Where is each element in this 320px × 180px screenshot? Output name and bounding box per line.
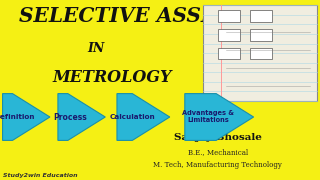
FancyBboxPatch shape (250, 10, 272, 22)
FancyBboxPatch shape (250, 48, 272, 59)
Polygon shape (58, 94, 105, 140)
FancyBboxPatch shape (203, 5, 317, 101)
FancyBboxPatch shape (218, 10, 240, 22)
Text: Definition: Definition (0, 114, 35, 120)
Text: Calculation: Calculation (109, 114, 155, 120)
Text: Study2win Education: Study2win Education (3, 173, 78, 178)
Text: Sanjay Bhosale: Sanjay Bhosale (174, 133, 261, 142)
Text: Process: Process (53, 112, 87, 122)
Text: IN: IN (87, 42, 105, 55)
FancyBboxPatch shape (218, 29, 240, 40)
Text: METROLOGY: METROLOGY (52, 69, 172, 86)
Polygon shape (185, 94, 254, 140)
Polygon shape (117, 94, 170, 140)
Text: B.E., Mechanical: B.E., Mechanical (188, 148, 248, 156)
FancyBboxPatch shape (250, 29, 272, 40)
FancyBboxPatch shape (218, 48, 240, 59)
Text: Advantages &
Limitations: Advantages & Limitations (182, 111, 234, 123)
Polygon shape (3, 94, 50, 140)
Text: M. Tech, Manufacturing Technology: M. Tech, Manufacturing Technology (153, 161, 282, 169)
Text: SELECTIVE ASSEMBLY: SELECTIVE ASSEMBLY (19, 6, 282, 26)
